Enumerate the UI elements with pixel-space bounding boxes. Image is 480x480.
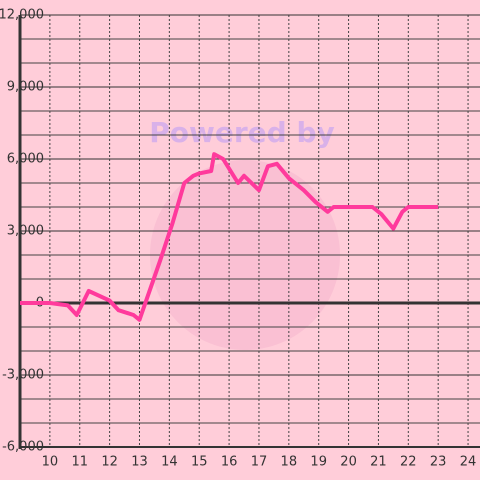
x-tick-label: 10 [42,455,59,470]
x-tick-label: 12 [101,455,118,470]
y-tick-label: 3,000 [7,224,44,239]
x-tick-label: 24 [460,455,477,470]
x-tick-label: 19 [310,455,327,470]
y-tick-label: -3,000 [2,368,44,383]
x-tick-label: 15 [191,455,208,470]
x-tick-label: 16 [221,455,238,470]
x-tick-label: 21 [370,455,387,470]
y-tick-label: 9,000 [7,80,44,95]
x-tick-label: 22 [400,455,417,470]
x-tick-label: 11 [71,455,88,470]
x-tick-label: 18 [281,455,298,470]
watermark-text: Powered by [149,116,335,149]
y-tick-label: 6,000 [7,152,44,167]
data-line [20,152,439,322]
x-tick-label: 14 [161,455,178,470]
x-tick-label: 17 [251,455,268,470]
x-tick-label: 20 [340,455,357,470]
x-tick-label: 23 [430,455,447,470]
x-tick-label: 13 [131,455,148,470]
y-tick-label: 12,000 [0,8,44,23]
